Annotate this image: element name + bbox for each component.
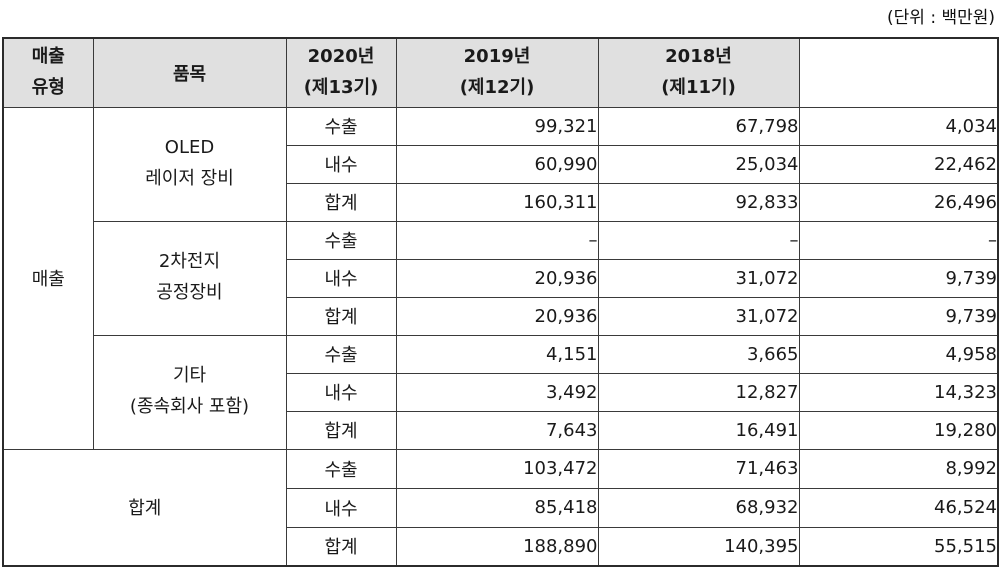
value-cell: – xyxy=(395,220,599,260)
value-cell: 67,798 xyxy=(597,106,800,146)
grand-total-cell: 합계 xyxy=(2,448,287,567)
header-sales-type: 매출 유형 xyxy=(2,37,94,108)
sales-by-product-table: 매출 유형 품목 2020년 (제13기) 2019년 (제12기) 2018년… xyxy=(2,37,999,567)
value-cell: 3,492 xyxy=(395,372,599,412)
channel-cell: 내수 xyxy=(285,258,397,298)
channel-cell: 내수 xyxy=(285,372,397,412)
channel-cell: 내수 xyxy=(285,144,397,184)
table-row: 내수 3,492 12,827 14,323 xyxy=(3,372,999,412)
header-2020: 2020년 (제13기) xyxy=(285,37,397,108)
value-cell: 103,472 xyxy=(395,448,599,489)
header-row: 매출 유형 품목 2020년 (제13기) 2019년 (제12기) 2018년… xyxy=(2,37,998,108)
table-row: 합계 188,890 140,395 55,515 xyxy=(3,526,999,567)
table-row: 매출 OLED 레이저 장비 수출 99,321 67,798 4,034 xyxy=(2,106,999,450)
table-row-grand-total: 합계 수출 103,472 71,463 8,992 xyxy=(2,448,999,567)
value-cell: – xyxy=(798,220,999,260)
value-cell: 140,395 xyxy=(597,526,800,567)
value-cell: – xyxy=(597,220,800,260)
value-cell: 85,418 xyxy=(395,487,599,528)
value-cell: 71,463 xyxy=(597,448,800,489)
value-cell: 12,827 xyxy=(597,372,800,412)
header-item: 품목 xyxy=(92,37,287,108)
value-cell: 4,958 xyxy=(798,334,999,374)
table-row: 합계 7,643 16,491 19,280 xyxy=(3,410,999,450)
value-cell: 20,936 xyxy=(395,296,599,336)
item-cell-etc: 기타 (종속회사 포함) xyxy=(92,334,287,450)
value-cell: 31,072 xyxy=(597,258,800,298)
value-cell: 46,524 xyxy=(798,487,999,528)
channel-cell: 수출 xyxy=(285,334,397,374)
channel-cell: 합계 xyxy=(285,182,397,222)
channel-cell: 합계 xyxy=(285,296,397,336)
value-cell: 19,280 xyxy=(798,410,999,450)
item-cell-oled: OLED 레이저 장비 xyxy=(92,106,287,222)
table-row: 합계 160,311 92,833 26,496 xyxy=(3,182,999,222)
unit-label: (단위 : 백만원) xyxy=(887,8,995,28)
table-row: 기타 (종속회사 포함) 수출 4,151 3,665 4,958 xyxy=(3,334,999,450)
value-cell: 26,496 xyxy=(798,182,999,222)
channel-cell: 수출 xyxy=(285,220,397,260)
value-cell: 188,890 xyxy=(395,526,599,567)
value-cell: 3,665 xyxy=(597,334,800,374)
table-row: 합계 20,936 31,072 9,739 xyxy=(3,296,999,336)
value-cell: 99,321 xyxy=(395,106,599,146)
value-cell: 8,992 xyxy=(798,448,999,489)
value-cell: 9,739 xyxy=(798,258,999,298)
value-cell: 14,323 xyxy=(798,372,999,412)
value-cell: 160,311 xyxy=(395,182,599,222)
value-cell: 55,515 xyxy=(798,526,999,567)
header-2019: 2019년 (제12기) xyxy=(395,37,599,108)
channel-cell: 합계 xyxy=(285,410,397,450)
value-cell: 9,739 xyxy=(798,296,999,336)
sales-type-cell: 매출 xyxy=(2,106,94,450)
header-2018: 2018년 (제11기) xyxy=(597,37,800,108)
value-cell: 92,833 xyxy=(597,182,800,222)
value-cell: 7,643 xyxy=(395,410,599,450)
value-cell: 16,491 xyxy=(597,410,800,450)
table-row: 내수 60,990 25,034 22,462 xyxy=(3,144,999,184)
value-cell: 31,072 xyxy=(597,296,800,336)
value-cell: 20,936 xyxy=(395,258,599,298)
item-cell-battery: 2차전지 공정장비 xyxy=(92,220,287,336)
value-cell: 22,462 xyxy=(798,144,999,184)
channel-cell: 수출 xyxy=(285,448,397,489)
channel-cell: 내수 xyxy=(285,487,397,528)
value-cell: 68,932 xyxy=(597,487,800,528)
channel-cell: 수출 xyxy=(285,106,397,146)
channel-cell: 합계 xyxy=(285,526,397,567)
table-row: 2차전지 공정장비 수출 – – – xyxy=(3,220,999,336)
table-row: 내수 20,936 31,072 9,739 xyxy=(3,258,999,298)
table-row: 내수 85,418 68,932 46,524 xyxy=(3,487,999,528)
value-cell: 4,151 xyxy=(395,334,599,374)
value-cell: 25,034 xyxy=(597,144,800,184)
value-cell: 60,990 xyxy=(395,144,599,184)
value-cell: 4,034 xyxy=(798,106,999,146)
